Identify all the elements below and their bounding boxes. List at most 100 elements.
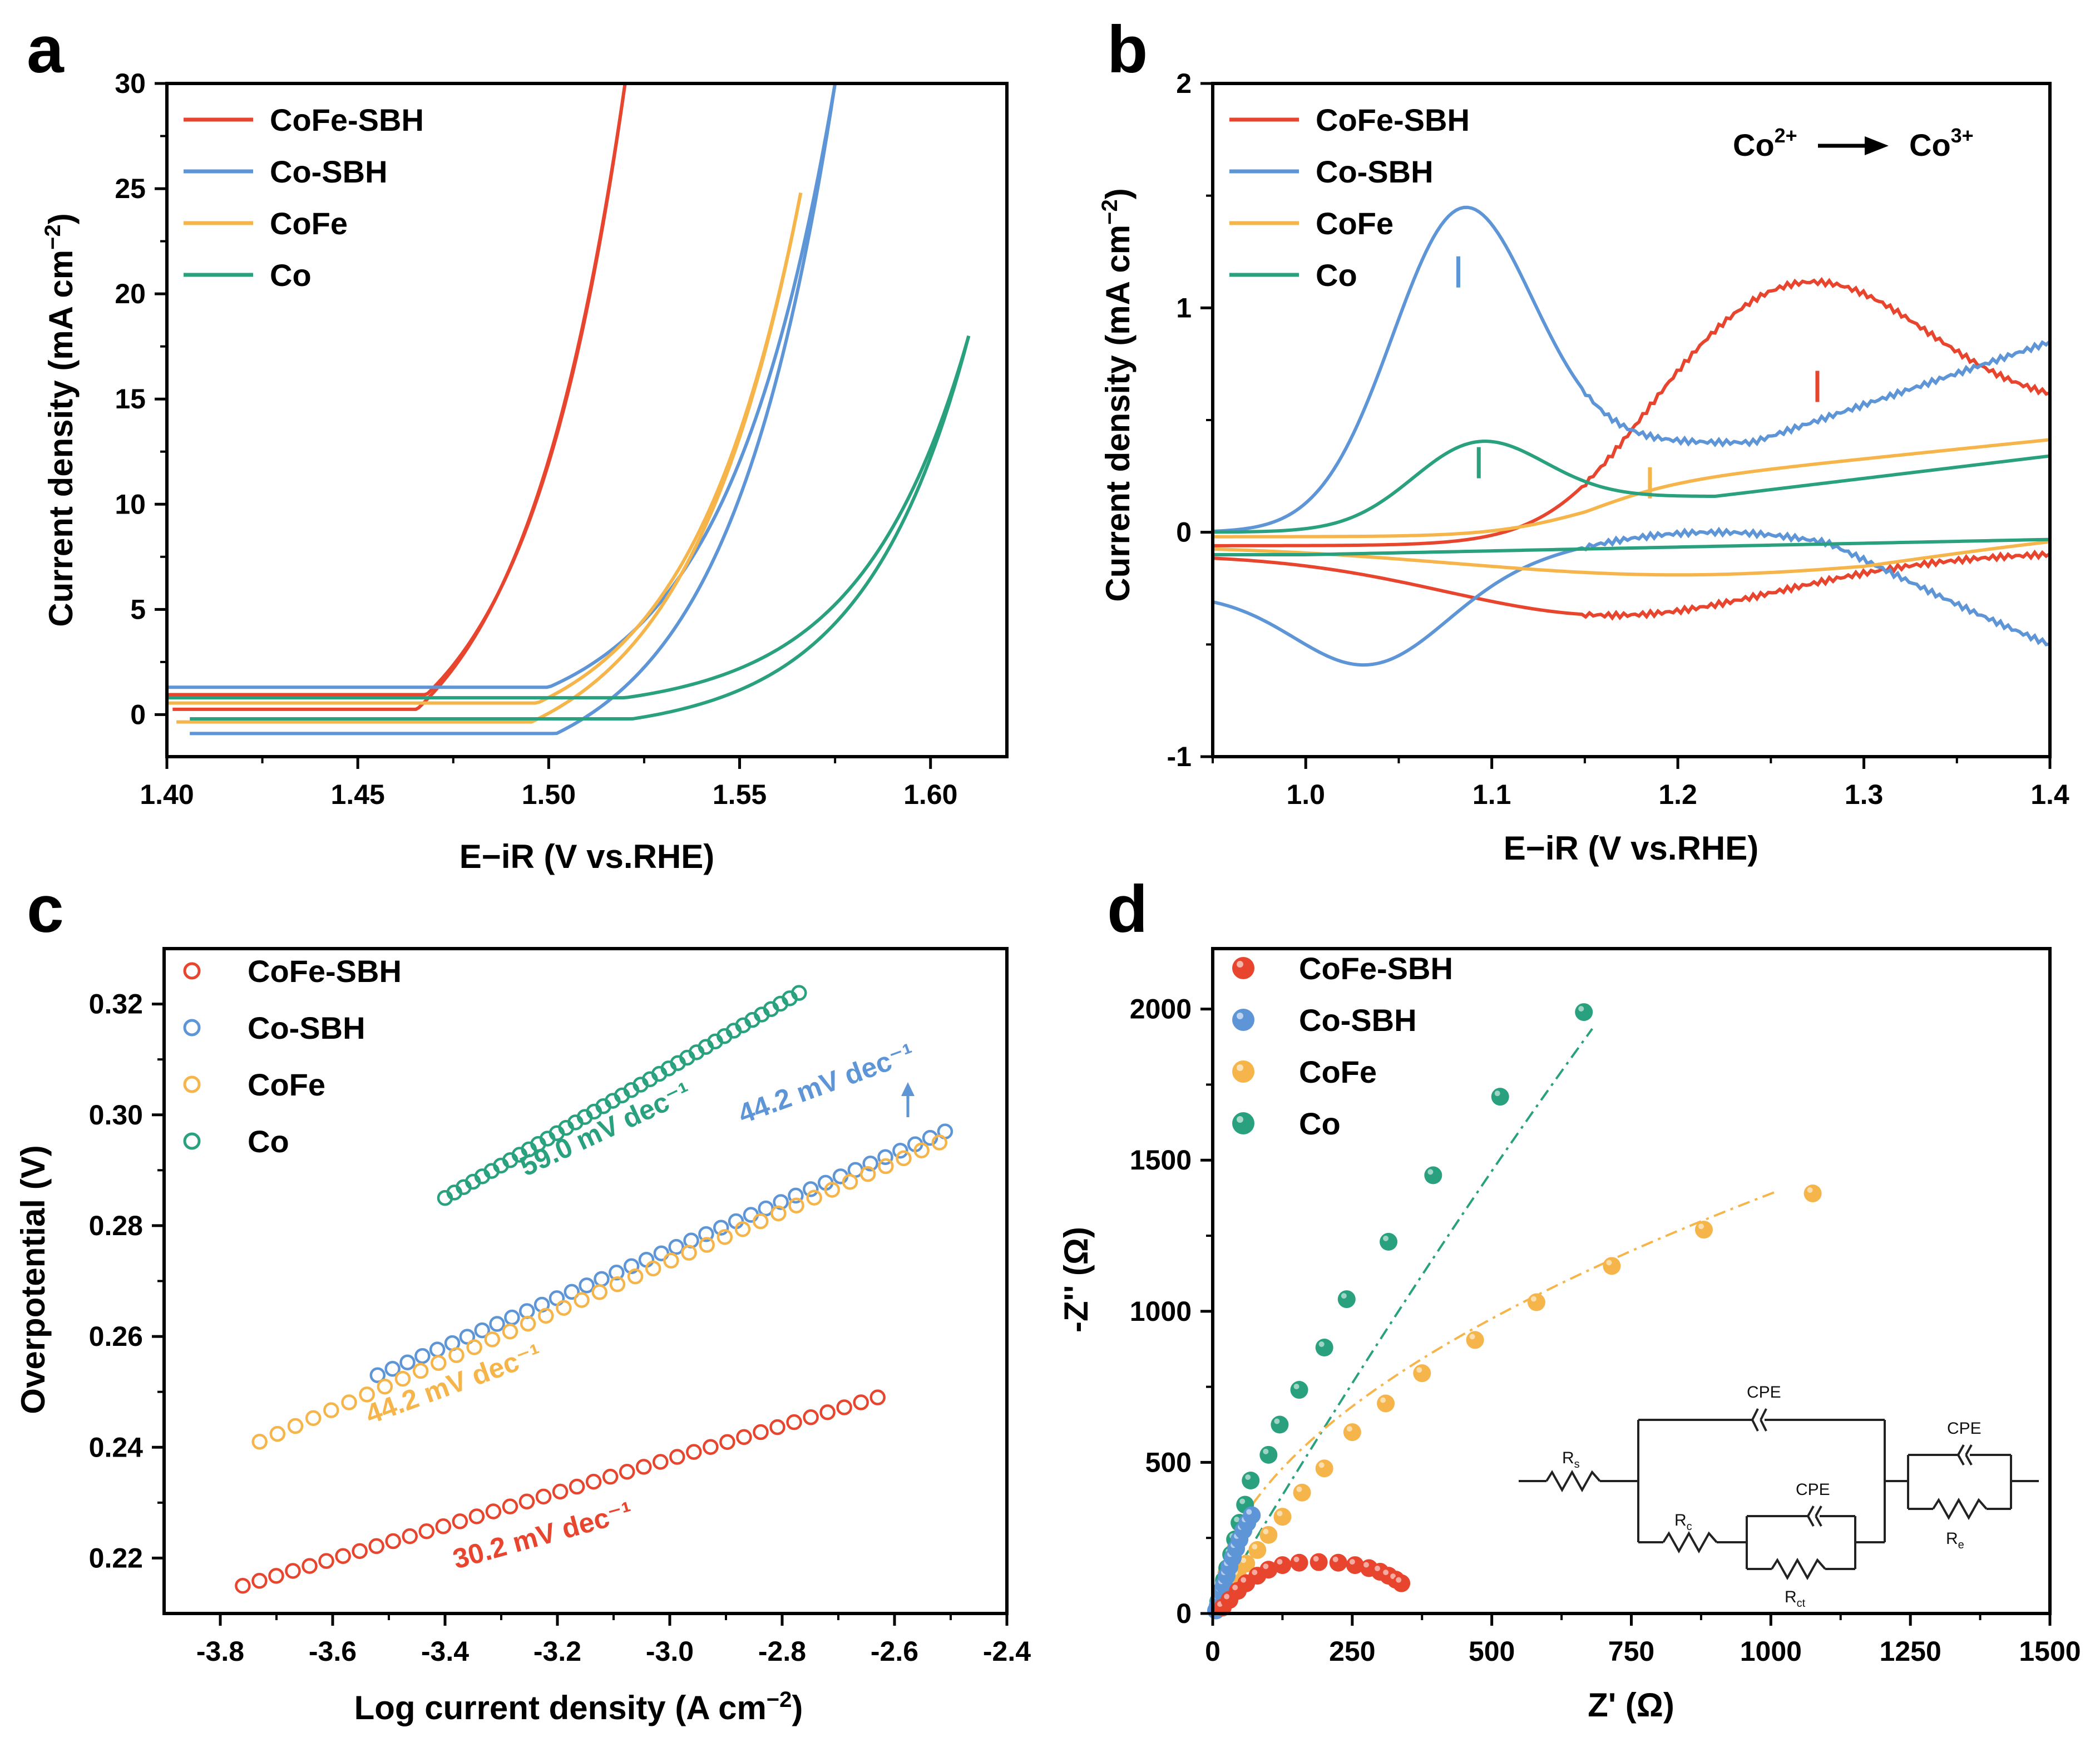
nyquist-point-3 xyxy=(1290,1381,1308,1399)
panel-b-ylabel: Current density (mA cm−2) xyxy=(1098,188,1137,602)
nyquist-point-shine-0 xyxy=(1375,1566,1380,1572)
cpe-inner-plate-1 xyxy=(1807,1506,1815,1517)
tafel-point-2 xyxy=(251,1434,268,1450)
tafel-point-1 xyxy=(564,1284,580,1300)
tafel-point-0 xyxy=(753,1424,769,1440)
panel-c-xtick-label: -2.6 xyxy=(871,1636,918,1667)
nyquist-point-shine-3 xyxy=(1234,1517,1240,1523)
nyquist-point-shine-0 xyxy=(1293,1556,1299,1562)
nyquist-point-shine-2 xyxy=(1277,1511,1283,1517)
nyquist-point-3 xyxy=(1337,1290,1356,1309)
panel-b-ytick-label: -1 xyxy=(1167,741,1192,772)
nyquist-point-shine-2 xyxy=(1263,1528,1269,1534)
tafel-point-0 xyxy=(803,1409,819,1425)
tafel-point-1 xyxy=(623,1258,640,1275)
panel-c-ytick-label: 0.28 xyxy=(89,1210,143,1241)
panel-d-legend-label-1: Co-SBH xyxy=(1299,1003,1417,1038)
nyquist-point-shine-2 xyxy=(1380,1397,1386,1403)
nyquist-point-shine-1 xyxy=(1246,1509,1252,1515)
panel-c-legend-marker-1 xyxy=(183,1019,201,1037)
nyquist-point-0 xyxy=(1290,1553,1308,1572)
panel-a-xtick-label: 1.40 xyxy=(140,779,194,810)
panel-a-ytick-label: 5 xyxy=(130,594,146,625)
tafel-point-0 xyxy=(485,1503,502,1519)
cpe-top-plate-2b xyxy=(1760,1419,1767,1432)
nyquist-point-shine-2 xyxy=(1807,1187,1813,1193)
nyquist-point-shine-3 xyxy=(1427,1169,1434,1175)
panel-a-lsv-chart: 1.40 1.45 1.50 1.55 1.60 0 5 10 15 20 25 30 CoFe-SB… xyxy=(41,68,1009,875)
cpe-top-plate-1 xyxy=(1751,1408,1759,1420)
nyquist-point-3 xyxy=(1242,1472,1260,1489)
tafel-point-0 xyxy=(235,1577,251,1594)
tafel-point-1 xyxy=(922,1129,938,1146)
tafel-point-1 xyxy=(862,1156,878,1172)
cv-curve-0-cathodic xyxy=(1212,549,2051,621)
panel-b-annotation: Co2+ Co3+ xyxy=(1733,124,1974,162)
tafel-point-0 xyxy=(468,1508,485,1524)
panel-letter-c: c xyxy=(27,872,64,946)
panel-a-xtick-label: 1.55 xyxy=(713,779,767,810)
tafel-point-2 xyxy=(466,1339,482,1355)
panel-d-ytick-label: 1000 xyxy=(1130,1296,1192,1327)
tafel-point-1 xyxy=(609,1265,625,1281)
annot-arrow-head xyxy=(1865,136,1889,155)
nyquist-point-shine-3 xyxy=(1383,1235,1389,1241)
panel-a-legend-label-3: Co xyxy=(270,258,312,293)
tafel-point-1 xyxy=(384,1361,401,1377)
nyquist-point-2 xyxy=(1803,1184,1822,1202)
nyquist-point-shine-3 xyxy=(1245,1474,1251,1480)
tafel-point-0 xyxy=(653,1454,669,1470)
panel-d-xtick-label: 1250 xyxy=(1880,1636,1941,1667)
lsv-curve-3-forward xyxy=(167,335,971,700)
tafel-point-1 xyxy=(892,1142,908,1159)
tafel-point-2 xyxy=(859,1166,876,1182)
nyquist-point-shine-2 xyxy=(1530,1296,1536,1302)
panel-a-legend-label-2: CoFe xyxy=(270,206,348,241)
panel-b-legend-label-0: CoFe-SBH xyxy=(1316,102,1470,137)
nyquist-point-2 xyxy=(1694,1221,1713,1239)
nyquist-point-2 xyxy=(1527,1293,1545,1311)
panel-b-legend-label-1: Co-SBH xyxy=(1316,154,1434,189)
panel-d-legend: CoFe-SBH Co-SBH CoFe Co xyxy=(1232,951,1453,1141)
nyquist-point-2 xyxy=(1377,1394,1395,1413)
panel-b-legend-label-2: CoFe xyxy=(1316,206,1394,241)
tafel-point-0 xyxy=(535,1488,552,1505)
panel-b-ytick-label: 2 xyxy=(1176,68,1192,99)
cpe-inner-plate-2b xyxy=(1815,1516,1822,1527)
panel-c-xtick-label: -3.2 xyxy=(533,1636,581,1667)
tafel-point-2 xyxy=(681,1245,697,1261)
panel-c-xtick-label: -3.4 xyxy=(421,1636,469,1667)
panel-a-ytick-label: 10 xyxy=(115,488,146,520)
panel-d-legend-marker-shine-1 xyxy=(1237,1013,1243,1019)
cpe-right-plate-2b xyxy=(1965,1454,1973,1465)
tafel-point-2 xyxy=(394,1370,411,1387)
panel-a-ytick-label: 20 xyxy=(115,278,146,309)
circuit-label-cpe-right: CPE xyxy=(1947,1419,1982,1438)
panel-d-legend-marker-3 xyxy=(1232,1112,1254,1134)
tafel-point-2 xyxy=(269,1425,286,1442)
panel-d-legend-marker-shine-3 xyxy=(1237,1116,1243,1123)
panel-d-series xyxy=(1207,1003,1822,1620)
tafel-point-0 xyxy=(585,1473,602,1490)
nyquist-point-shine-0 xyxy=(1383,1570,1389,1576)
panel-letter-b: b xyxy=(1107,12,1148,87)
panel-c-legend-marker-0 xyxy=(183,962,201,980)
cv-curve-2-anodic xyxy=(1212,438,2050,539)
panel-d-legend-marker-shine-0 xyxy=(1237,961,1243,968)
nyquist-point-2 xyxy=(1259,1526,1278,1544)
tafel-point-2 xyxy=(699,1237,715,1253)
tafel-point-1 xyxy=(877,1149,893,1165)
nyquist-point-shine-0 xyxy=(1332,1556,1338,1562)
tafel-point-0 xyxy=(736,1429,752,1445)
panel-d-xtick-label: 500 xyxy=(1469,1636,1515,1667)
tafel-point-2 xyxy=(431,1355,447,1371)
tafel-point-2 xyxy=(806,1190,822,1206)
panel-d-ytick-label: 0 xyxy=(1176,1598,1192,1629)
annot-co3-label: Co3+ xyxy=(1909,124,1974,162)
tafel-point-2 xyxy=(609,1276,626,1292)
nyquist-fit-cofe xyxy=(1217,1190,1777,1574)
tafel-point-2 xyxy=(896,1150,912,1167)
nyquist-point-2 xyxy=(1315,1459,1333,1478)
panel-c-legend: CoFe-SBH Co-SBH CoFe Co xyxy=(183,954,402,1159)
panel-a-ylabel: Current density (mA cm−2) xyxy=(41,213,80,627)
